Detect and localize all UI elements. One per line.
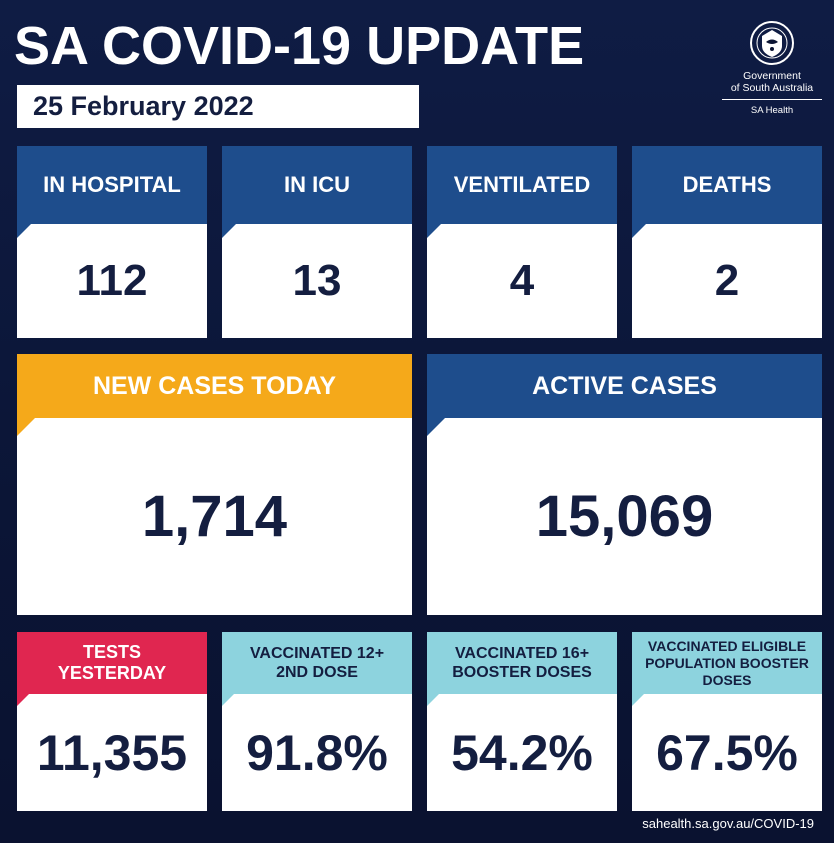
card-header: DEATHS <box>632 146 822 224</box>
logo-text-line2: of South Australia <box>730 82 814 94</box>
date-banner: 25 February 2022 <box>17 85 419 128</box>
card-header: IN HOSPITAL <box>17 146 207 224</box>
card-value: 2 <box>714 256 740 305</box>
footer-url: sahealth.sa.gov.au/COVID-19 <box>642 816 814 831</box>
card-value: 11,355 <box>36 724 188 781</box>
card-value: 54.2% <box>451 724 593 781</box>
stat-card-in-hospital: IN HOSPITAL 112 <box>17 146 207 338</box>
card-value: 91.8% <box>246 724 388 781</box>
card-value: 4 <box>509 256 535 305</box>
card-header: NEW CASES TODAY <box>17 354 412 418</box>
stat-card-ventilated: VENTILATED 4 <box>427 146 617 338</box>
logo-department: SA Health <box>750 105 794 116</box>
stat-card-vaccinated-eligible-booster: VACCINATED ELIGIBLE POPULATION BOOSTER D… <box>632 632 822 811</box>
stat-card-deaths: DEATHS 2 <box>632 146 822 338</box>
government-logo: Government of South Australia SA Health <box>720 20 824 130</box>
stat-card-active-cases: ACTIVE CASES 15,069 <box>427 354 822 615</box>
card-value: 1,714 <box>141 484 288 549</box>
card-header: IN ICU <box>222 146 412 224</box>
card-value: 112 <box>76 256 148 305</box>
card-value: 67.5% <box>656 724 798 781</box>
stat-card-in-icu: IN ICU 13 <box>222 146 412 338</box>
logo-divider <box>722 99 822 100</box>
stat-card-vaccinated-16-booster: VACCINATED 16+ BOOSTER DOSES 54.2% <box>427 632 617 811</box>
card-value: 13 <box>292 256 342 305</box>
card-header: VENTILATED <box>427 146 617 224</box>
logo-text-line1: Government <box>743 70 801 82</box>
stat-card-vaccinated-12-2nd-dose: VACCINATED 12+ 2ND DOSE 91.8% <box>222 632 412 811</box>
stat-card-new-cases-today: NEW CASES TODAY 1,714 <box>17 354 412 615</box>
page-title: SA COVID-19 UPDATE <box>14 16 585 76</box>
stat-card-tests-yesterday: TESTS YESTERDAY 11,355 <box>17 632 207 811</box>
sa-government-emblem-icon <box>750 21 794 65</box>
card-header: TESTS YESTERDAY <box>17 632 207 694</box>
card-header: VACCINATED 16+ BOOSTER DOSES <box>427 632 617 694</box>
card-header: VACCINATED ELIGIBLE POPULATION BOOSTER D… <box>632 632 822 694</box>
card-header: ACTIVE CASES <box>427 354 822 418</box>
card-header: VACCINATED 12+ 2ND DOSE <box>222 632 412 694</box>
card-value: 15,069 <box>535 484 714 549</box>
